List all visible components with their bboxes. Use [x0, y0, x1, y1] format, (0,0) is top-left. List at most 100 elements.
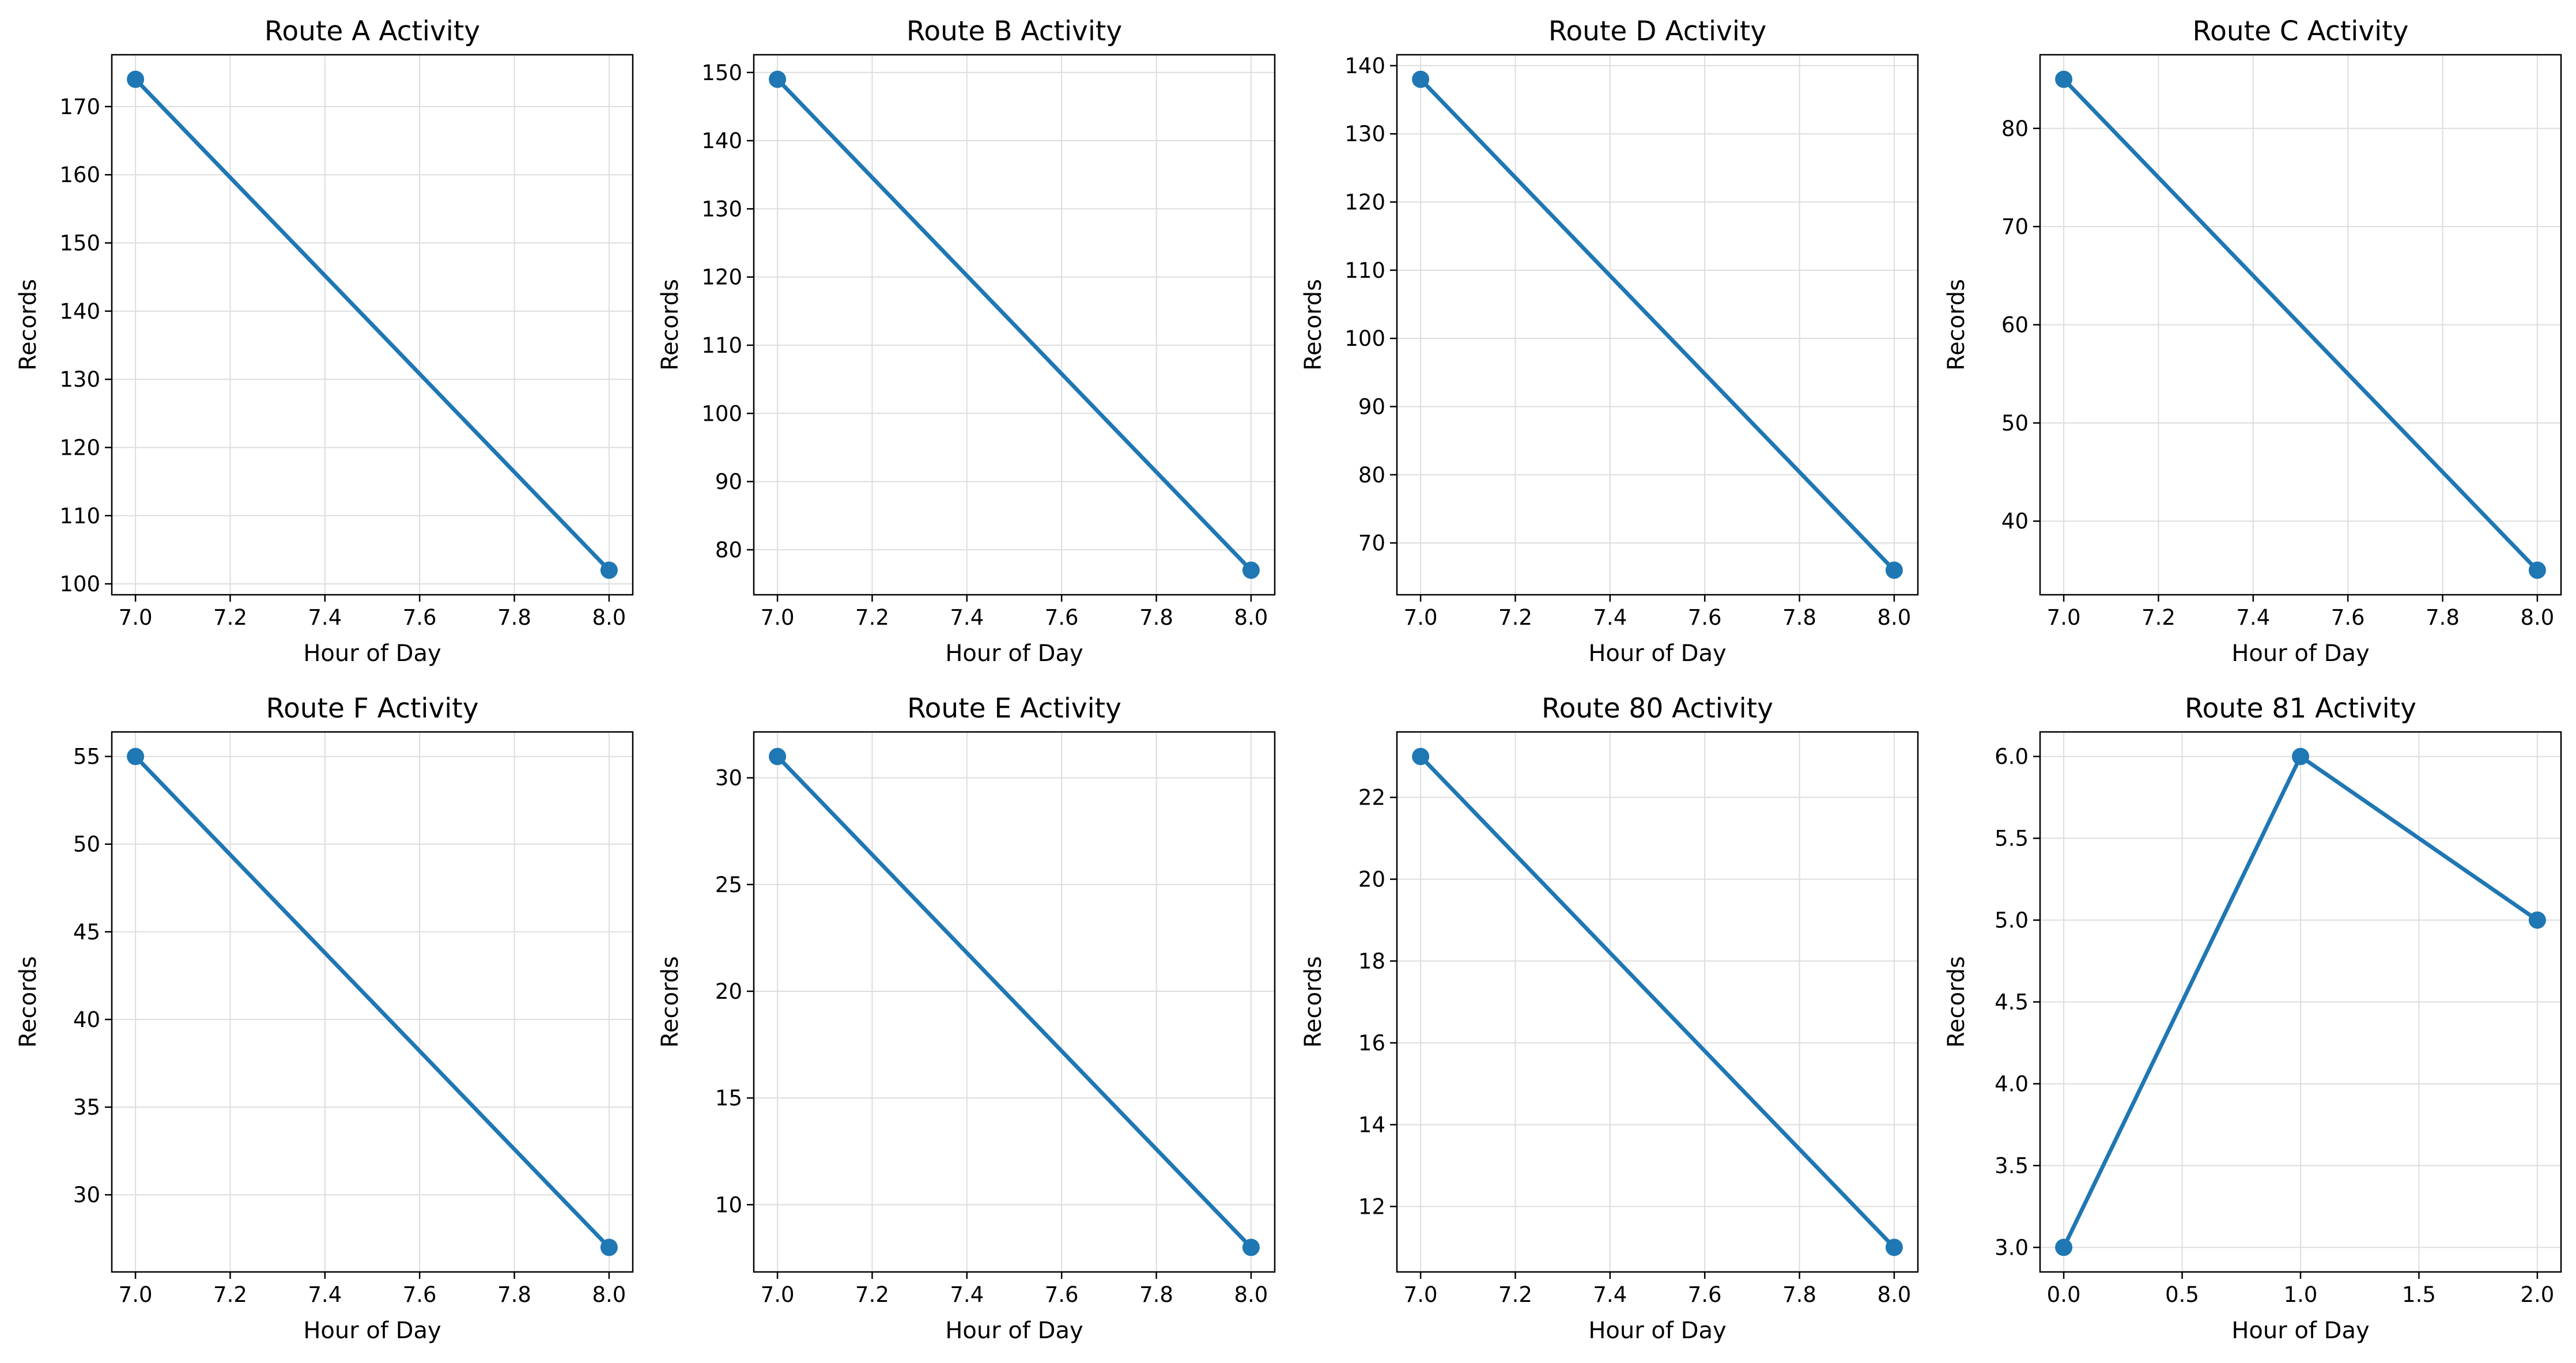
x-tick-label: 7.8 — [2426, 605, 2460, 630]
subplot-title: Route B Activity — [906, 16, 1122, 47]
y-tick-label: 22 — [1358, 786, 1385, 810]
y-tick-label: 3.0 — [1995, 1235, 2029, 1260]
data-point — [2055, 70, 2073, 88]
subplot-title: Route A Activity — [265, 16, 480, 47]
y-axis-label: Records — [657, 279, 683, 371]
y-tick-label: 55 — [73, 745, 100, 769]
plot-frame — [753, 54, 1276, 596]
x-tick-label: 8.0 — [2520, 605, 2554, 630]
y-tick-label: 80 — [1358, 463, 1385, 488]
subplot-5: 7.0 7.2 7.4 7.6 7.8 8.0 30 35 40 45 50 55 Route F Ac… — [15, 693, 634, 1344]
x-tick-label: 7.6 — [403, 605, 437, 630]
y-tick-label: 80 — [715, 538, 742, 562]
y-tick-label: 60 — [2001, 313, 2029, 338]
x-axis-label: Hour of Day — [2231, 640, 2369, 667]
y-tick-label: 35 — [73, 1095, 100, 1120]
x-tick-label: 8.0 — [592, 605, 626, 630]
y-tick-label: 12 — [1358, 1194, 1385, 1219]
y-tick-label: 140 — [59, 299, 100, 324]
y-axis-label: Records — [15, 279, 41, 371]
y-tick-label: 70 — [1358, 531, 1385, 556]
y-axis-label: Records — [1943, 956, 1970, 1048]
x-tick-label: 7.4 — [308, 605, 342, 630]
x-tick-label: 7.2 — [213, 605, 247, 630]
x-tick-label: 7.0 — [1404, 605, 1438, 630]
subplot-1: 7.0 7.2 7.4 7.6 7.8 8.0 100 110 120 130 140 150 160 1… — [15, 16, 634, 667]
x-tick-label: 7.0 — [1404, 1282, 1438, 1307]
y-tick-label: 45 — [73, 920, 100, 945]
subplot-title: Route 80 Activity — [1542, 693, 1773, 724]
data-point — [1885, 561, 1903, 579]
y-tick-label: 40 — [2001, 509, 2029, 534]
series-line — [1418, 754, 1897, 1249]
y-tick-label: 130 — [701, 197, 742, 221]
y-tick-label: 120 — [59, 435, 100, 460]
x-tick-label: 7.4 — [950, 605, 984, 630]
x-axis-label: Hour of Day — [303, 640, 441, 667]
series-line — [133, 754, 611, 1249]
x-tick-label: 7.2 — [1498, 605, 1532, 630]
x-tick-label: 1.5 — [2402, 1282, 2436, 1307]
x-tick-label: 7.2 — [213, 1282, 247, 1307]
subplot-7: 7.0 7.2 7.4 7.6 7.8 8.0 12 14 16 18 20 22 Route 80 A… — [1300, 693, 1919, 1344]
y-tick-label: 20 — [715, 979, 742, 1004]
y-axis-label: Records — [1300, 956, 1327, 1048]
y-tick-label: 16 — [1358, 1030, 1385, 1055]
y-tick-label: 10 — [715, 1192, 742, 1217]
plot-frame — [2039, 731, 2562, 1273]
x-tick-label: 7.8 — [497, 605, 531, 630]
data-point — [1412, 70, 1430, 88]
subplot-title: Route D Activity — [1548, 16, 1766, 47]
y-tick-label: 140 — [701, 129, 742, 153]
data-point — [1242, 1239, 1260, 1256]
x-tick-label: 7.6 — [1688, 605, 1722, 630]
plot-frame — [111, 54, 634, 596]
y-tick-label: 100 — [1344, 326, 1385, 351]
x-tick-label: 7.4 — [2236, 605, 2270, 630]
plot-frame — [2039, 54, 2562, 596]
plot-frame — [1396, 54, 1919, 596]
y-tick-label: 15 — [715, 1086, 742, 1111]
x-tick-label: 7.0 — [2047, 605, 2081, 630]
x-tick-label: 7.6 — [403, 1282, 437, 1307]
x-tick-label: 0.5 — [2165, 1282, 2199, 1307]
y-tick-label: 120 — [1344, 190, 1385, 215]
y-tick-label: 5.5 — [1995, 826, 2029, 851]
data-point — [2292, 747, 2309, 765]
y-tick-label: 18 — [1358, 949, 1385, 974]
x-tick-label: 7.2 — [1498, 1282, 1532, 1307]
plot-frame — [1396, 731, 1919, 1273]
subplot-title: Route 81 Activity — [2185, 693, 2416, 724]
subplot-title: Route E Activity — [907, 693, 1121, 724]
y-tick-label: 100 — [701, 401, 742, 426]
x-tick-label: 7.2 — [855, 605, 889, 630]
data-point — [1412, 747, 1430, 765]
subplot-2: 7.0 7.2 7.4 7.6 7.8 8.0 80 90 100 110 120 130 140 150… — [657, 16, 1276, 667]
plot-frame — [111, 731, 634, 1273]
x-tick-label: 8.0 — [1877, 605, 1911, 630]
data-point — [1242, 561, 1260, 579]
y-tick-label: 110 — [1344, 258, 1385, 283]
y-tick-label: 150 — [701, 61, 742, 85]
subplot-8: 0.0 0.5 1.0 1.5 2.0 3.0 3.5 4.0 4.5 5.0 5.5 6.0 Rout… — [1943, 693, 2562, 1344]
y-tick-label: 4.5 — [1995, 990, 2029, 1015]
x-tick-label: 7.4 — [950, 1282, 984, 1307]
x-axis-label: Hour of Day — [303, 1317, 441, 1344]
y-tick-label: 80 — [2001, 116, 2029, 141]
x-tick-label: 8.0 — [1234, 605, 1268, 630]
series-line — [775, 77, 1253, 572]
x-tick-label: 0.0 — [2047, 1282, 2081, 1307]
data-point — [769, 70, 787, 88]
y-tick-label: 160 — [59, 163, 100, 187]
y-tick-label: 20 — [1358, 867, 1385, 892]
y-tick-label: 130 — [1344, 122, 1385, 146]
y-tick-label: 5.0 — [1995, 908, 2029, 933]
series-line — [2061, 77, 2540, 572]
y-tick-label: 90 — [1358, 394, 1385, 419]
y-tick-label: 110 — [701, 333, 742, 358]
x-tick-label: 8.0 — [592, 1282, 626, 1307]
x-axis-label: Hour of Day — [945, 1317, 1083, 1344]
x-tick-label: 7.8 — [497, 1282, 531, 1307]
subplot-4: 7.0 7.2 7.4 7.6 7.8 8.0 40 50 60 70 80 Route C Acti… — [1943, 16, 2562, 667]
